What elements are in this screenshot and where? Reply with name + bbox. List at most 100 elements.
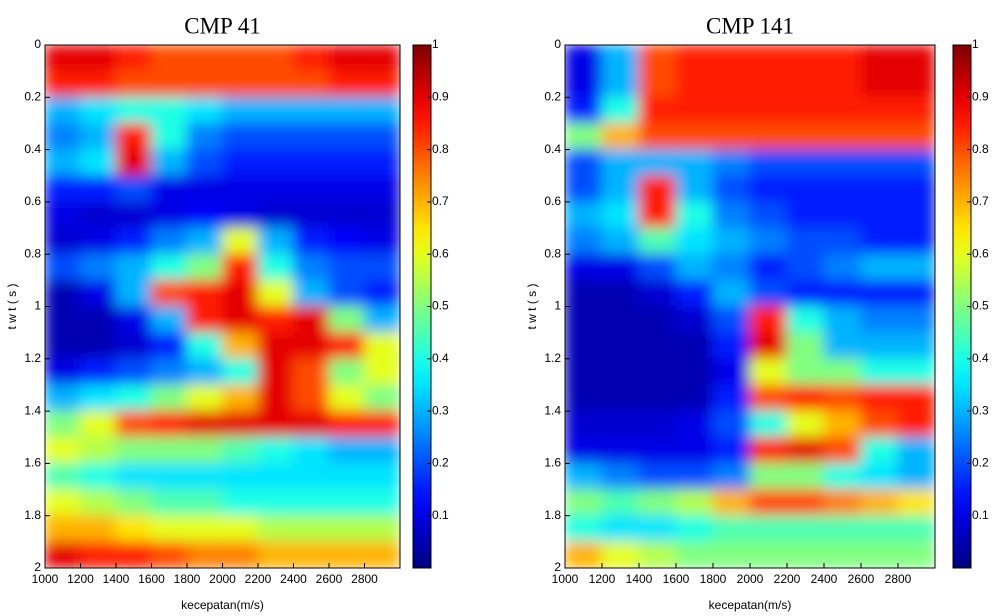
cell bbox=[749, 253, 788, 281]
cell bbox=[257, 45, 294, 72]
colorbar-tick-label: 0.7 bbox=[432, 194, 449, 208]
cell bbox=[638, 332, 677, 360]
cell bbox=[860, 332, 899, 360]
cell bbox=[601, 122, 640, 151]
cell bbox=[786, 253, 825, 281]
cell bbox=[364, 279, 400, 307]
cell bbox=[675, 410, 714, 438]
cell bbox=[186, 515, 223, 543]
cell bbox=[115, 227, 152, 255]
cell bbox=[328, 45, 365, 72]
colorbar-tick-label: 0.6 bbox=[972, 246, 989, 260]
cell bbox=[565, 70, 603, 98]
cell bbox=[45, 201, 81, 229]
cell bbox=[823, 358, 862, 386]
cell bbox=[565, 227, 603, 255]
cell bbox=[328, 70, 365, 98]
cell bbox=[675, 175, 714, 203]
x-tick-label: 2800 bbox=[885, 572, 912, 586]
cell bbox=[328, 306, 365, 334]
cell bbox=[565, 541, 603, 568]
x-tick-label: 2000 bbox=[737, 572, 764, 586]
cell bbox=[151, 358, 188, 386]
cell bbox=[638, 462, 677, 491]
cell bbox=[675, 253, 714, 281]
cell bbox=[860, 70, 899, 98]
x-tick-label: 1400 bbox=[103, 572, 130, 586]
cell bbox=[749, 227, 788, 255]
cell bbox=[823, 306, 862, 334]
cell bbox=[364, 149, 400, 177]
cell bbox=[675, 384, 714, 412]
cell bbox=[860, 45, 899, 72]
cell bbox=[328, 489, 365, 517]
cell bbox=[712, 175, 751, 203]
cell bbox=[45, 515, 81, 543]
cell bbox=[115, 306, 152, 334]
cell bbox=[80, 45, 117, 72]
cell bbox=[293, 358, 330, 386]
cell bbox=[45, 122, 81, 151]
cell bbox=[601, 515, 640, 543]
cell bbox=[860, 96, 899, 124]
y-tick-label: 0 bbox=[554, 37, 561, 51]
cell bbox=[786, 306, 825, 334]
cell bbox=[601, 70, 640, 98]
cell bbox=[293, 332, 330, 360]
cell bbox=[45, 489, 81, 517]
cell bbox=[823, 279, 862, 307]
y-axis-label: t w t ( s ) bbox=[5, 284, 19, 330]
cell bbox=[222, 175, 259, 203]
cell bbox=[823, 515, 862, 543]
plot-area bbox=[565, 45, 935, 568]
cell bbox=[565, 489, 603, 517]
cell bbox=[860, 122, 899, 151]
cell bbox=[823, 462, 862, 491]
cell bbox=[257, 541, 294, 568]
colorbar-tick-label: 0.5 bbox=[972, 299, 989, 313]
cell bbox=[897, 96, 935, 124]
colorbar-tick-label: 0.3 bbox=[972, 403, 989, 417]
cell bbox=[712, 279, 751, 307]
x-tick-label: 1200 bbox=[589, 572, 616, 586]
cell bbox=[638, 96, 677, 124]
cell bbox=[364, 306, 400, 334]
cell bbox=[675, 541, 714, 568]
cell bbox=[860, 489, 899, 517]
cell bbox=[364, 489, 400, 517]
cell bbox=[712, 70, 751, 98]
colorbar-tick-label: 1 bbox=[432, 37, 439, 51]
cell bbox=[293, 201, 330, 229]
colorbar-tick-label: 0.7 bbox=[972, 194, 989, 208]
cell bbox=[749, 332, 788, 360]
cell bbox=[786, 489, 825, 517]
cell bbox=[897, 436, 935, 464]
cell bbox=[257, 384, 294, 412]
cell bbox=[45, 175, 81, 203]
cell bbox=[823, 96, 862, 124]
cell bbox=[749, 96, 788, 124]
cell bbox=[675, 45, 714, 72]
cell bbox=[293, 279, 330, 307]
cell bbox=[115, 70, 152, 98]
cell bbox=[45, 70, 81, 98]
cell bbox=[675, 332, 714, 360]
cell bbox=[186, 279, 223, 307]
cell bbox=[186, 175, 223, 203]
cell bbox=[151, 306, 188, 334]
cell bbox=[80, 279, 117, 307]
cell bbox=[860, 227, 899, 255]
cell bbox=[257, 227, 294, 255]
cell bbox=[638, 175, 677, 203]
cell bbox=[712, 45, 751, 72]
cell bbox=[45, 96, 81, 124]
y-tick-label: 2 bbox=[554, 560, 561, 574]
cell bbox=[80, 96, 117, 124]
cell bbox=[328, 436, 365, 464]
cell bbox=[45, 332, 81, 360]
cell bbox=[186, 384, 223, 412]
cell bbox=[222, 96, 259, 124]
cell bbox=[675, 149, 714, 177]
cell bbox=[222, 253, 259, 281]
